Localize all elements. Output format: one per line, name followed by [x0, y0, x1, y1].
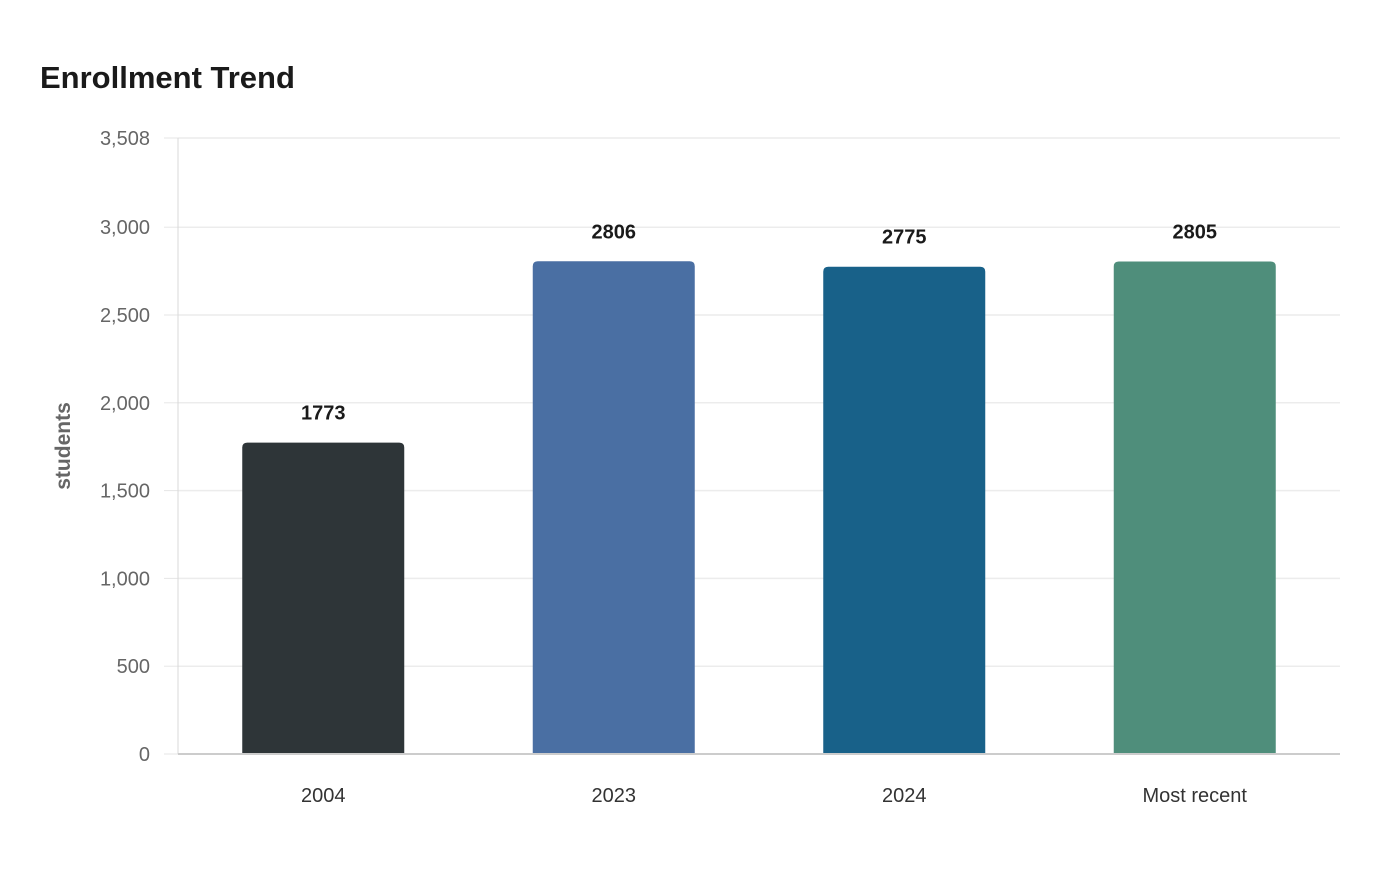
x-category-label: 2004 — [301, 785, 346, 807]
chart-title: Enrollment Trend — [40, 60, 295, 95]
y-tick-label: 2,500 — [100, 305, 150, 327]
x-category-label: Most recent — [1143, 785, 1248, 807]
x-category-label: 2024 — [882, 785, 927, 807]
y-tick-label: 1,000 — [100, 568, 150, 590]
y-tick-label: 3,000 — [100, 217, 150, 239]
y-tick-label: 3,508 — [100, 128, 150, 150]
bar-2024 — [823, 266, 986, 754]
y-tick-label: 1,500 — [100, 481, 150, 503]
x-axis-categories: 2004 2023 2024 Most recent — [301, 785, 1247, 807]
bar-value-label: 2806 — [592, 221, 637, 243]
bar-2023 — [532, 261, 695, 754]
bar-most-recent — [1113, 261, 1276, 754]
y-axis-ticks: 0 500 1,000 1,500 2,000 2,500 3,000 3,508 — [100, 128, 178, 766]
bar-value-label: 2805 — [1173, 221, 1218, 243]
x-category-label: 2023 — [592, 785, 637, 807]
bars — [242, 261, 1276, 754]
bar-value-label: 2775 — [882, 227, 927, 249]
bar-value-label: 1773 — [301, 403, 346, 425]
y-axis-title: students — [52, 402, 75, 490]
value-labels: 1773 2806 2775 2805 — [301, 221, 1217, 424]
y-tick-label: 500 — [117, 656, 150, 678]
y-tick-label: 0 — [139, 744, 150, 766]
bar-2004 — [242, 442, 405, 754]
y-tick-label: 2,000 — [100, 393, 150, 415]
